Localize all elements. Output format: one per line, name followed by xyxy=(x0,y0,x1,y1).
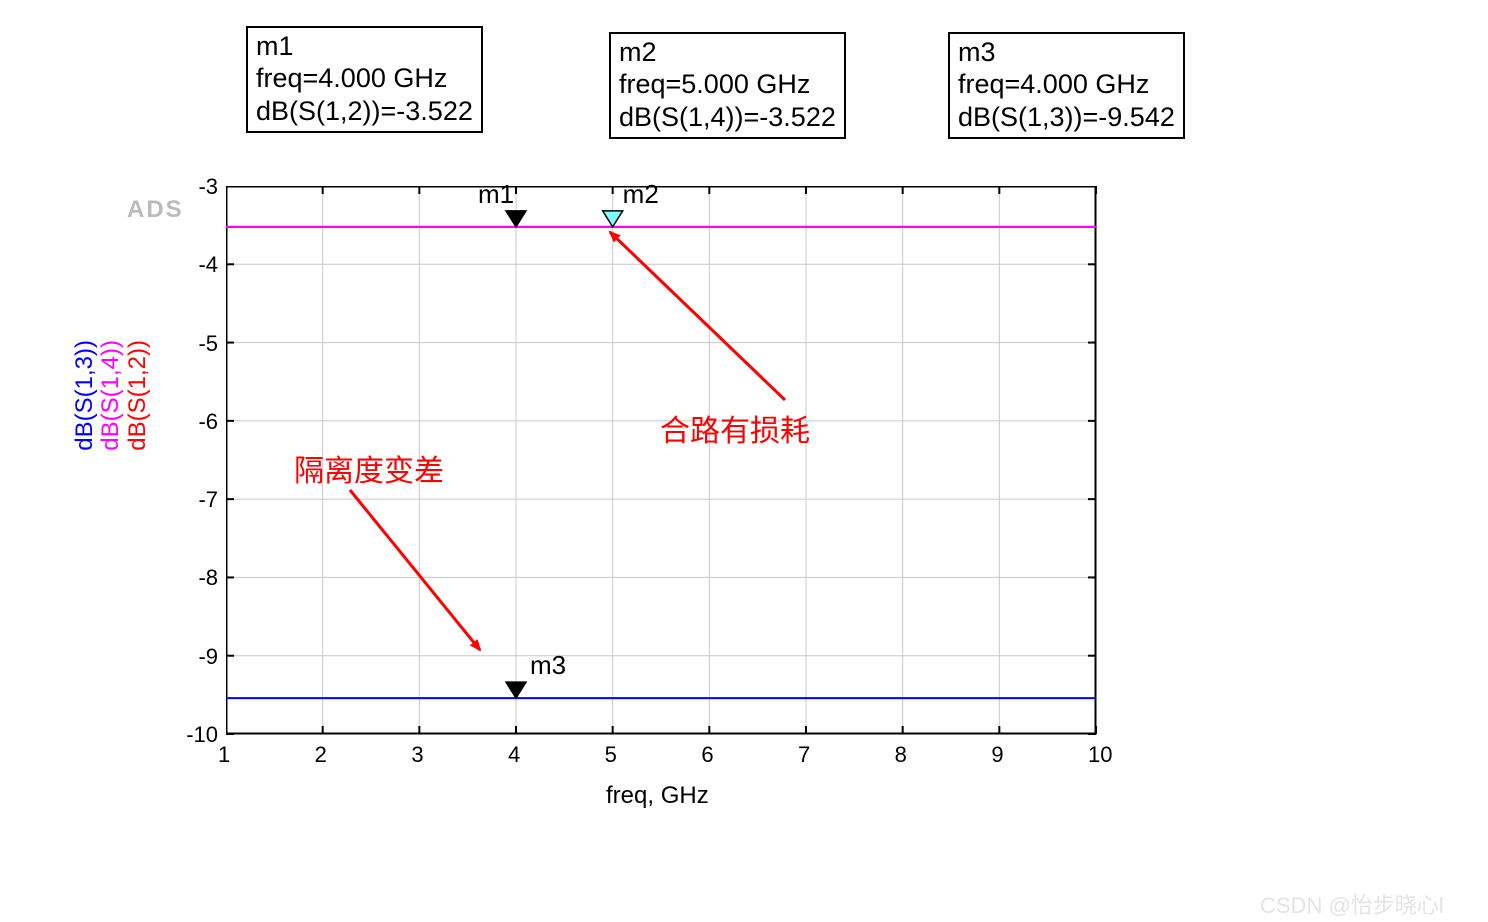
marker-box-line: dB(S(1,3))=-9.542 xyxy=(958,101,1175,133)
marker-box-line: dB(S(1,4))=-3.522 xyxy=(619,101,836,133)
marker-box-line: m2 xyxy=(619,36,836,68)
x-tick-label: 9 xyxy=(991,742,1003,768)
x-tick-label: 1 xyxy=(218,742,230,768)
x-tick-label: 7 xyxy=(798,742,810,768)
y-tick-label: -9 xyxy=(198,644,218,670)
y-axis-label: dB(S(1,2)) xyxy=(125,340,151,451)
marker-box-m2: m2freq=5.000 GHzdB(S(1,4))=-3.522 xyxy=(609,32,846,139)
annotation-text: 隔离度变差 xyxy=(294,446,444,490)
y-tick-label: -3 xyxy=(198,174,218,200)
y-axis-label: dB(S(1,4)) xyxy=(98,340,124,451)
y-tick-label: -7 xyxy=(198,487,218,513)
x-tick-label: 10 xyxy=(1088,742,1112,768)
marker-box-line: dB(S(1,2))=-3.522 xyxy=(256,95,473,127)
annotation-text: 合路有损耗 xyxy=(660,406,810,450)
marker-label-m1: m1 xyxy=(478,179,514,210)
x-tick-label: 5 xyxy=(605,742,617,768)
marker-box-line: m3 xyxy=(958,36,1175,68)
y-tick-label: -6 xyxy=(198,409,218,435)
y-tick-label: -4 xyxy=(198,252,218,278)
x-tick-label: 6 xyxy=(701,742,713,768)
x-tick-label: 8 xyxy=(895,742,907,768)
marker-box-line: freq=5.000 GHz xyxy=(619,68,836,100)
marker-box-m3: m3freq=4.000 GHzdB(S(1,3))=-9.542 xyxy=(948,32,1185,139)
marker-label-m2: m2 xyxy=(623,179,659,210)
marker-box-line: freq=4.000 GHz xyxy=(958,68,1175,100)
watermark-text: CSDN @怡步晓心l xyxy=(1260,888,1444,920)
marker-label-m3: m3 xyxy=(530,650,566,681)
marker-box-m1: m1freq=4.000 GHzdB(S(1,2))=-3.522 xyxy=(246,26,483,133)
marker-box-line: m1 xyxy=(256,30,473,62)
y-axis-label: dB(S(1,3)) xyxy=(72,340,98,451)
x-tick-label: 4 xyxy=(508,742,520,768)
x-axis-label: freq, GHz xyxy=(606,782,709,810)
y-tick-label: -5 xyxy=(198,331,218,357)
y-tick-label: -8 xyxy=(198,565,218,591)
marker-box-line: freq=4.000 GHz xyxy=(256,62,473,94)
y-axis-series-labels: dB(S(1,3))dB(S(1,4))dB(S(1,2)) xyxy=(72,340,151,451)
y-tick-label: -10 xyxy=(186,722,218,748)
x-tick-label: 3 xyxy=(411,742,423,768)
x-tick-label: 2 xyxy=(315,742,327,768)
ads-logo-label: ADS xyxy=(127,196,184,224)
